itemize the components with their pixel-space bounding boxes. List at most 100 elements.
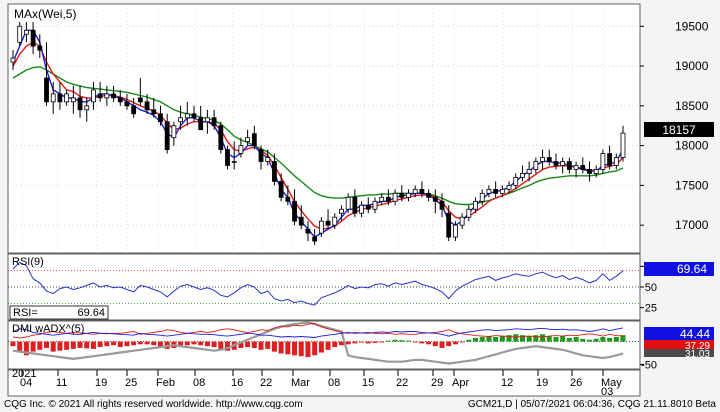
- candle: [526, 161, 532, 182]
- candle: [191, 105, 197, 122]
- candle-body: [446, 212, 452, 238]
- dmi-histogram-bar: [506, 335, 512, 342]
- candle: [318, 217, 324, 238]
- candle-body: [158, 113, 163, 123]
- x-tick-label: 19: [95, 377, 107, 389]
- dmi-last-label-1: 44.44: [680, 327, 710, 341]
- candle-body: [613, 157, 619, 166]
- candle-body: [245, 137, 251, 143]
- candle: [10, 50, 16, 71]
- candle: [198, 105, 204, 131]
- dmi-histogram-bar: [218, 341, 224, 349]
- dmi-histogram-bar: [77, 341, 83, 348]
- dmi-histogram-bar: [191, 341, 197, 345]
- candle-body: [533, 161, 539, 170]
- candle: [479, 189, 485, 206]
- dmi-histogram-bar: [84, 341, 90, 349]
- price-y-tick-label: 18000: [675, 139, 709, 153]
- candle: [399, 185, 405, 202]
- candle: [117, 89, 123, 106]
- candle-body: [117, 97, 123, 103]
- dmi-histogram-bar: [211, 341, 217, 348]
- candle: [137, 77, 143, 106]
- candle-body: [419, 188, 425, 194]
- dmi-histogram-bar: [519, 335, 525, 342]
- candlesticks: [10, 10, 626, 246]
- dmi-histogram-bar: [90, 341, 96, 349]
- candle-body: [553, 161, 559, 166]
- x-tick-label: 22: [396, 377, 408, 389]
- footer-symbol-info: GCM21,D | 05/07/2021 06:04:36, CQG 21.11…: [468, 399, 717, 410]
- candle: [560, 157, 566, 174]
- x-tick-label: 16: [231, 377, 243, 389]
- candle: [359, 201, 364, 218]
- x-tick-label: Apr: [452, 377, 469, 389]
- rsi-title: RSI(9): [12, 256, 44, 268]
- candle: [44, 42, 49, 106]
- candle-body: [513, 177, 519, 186]
- dmi-histogram-bar: [426, 341, 432, 345]
- candle-body: [479, 192, 485, 202]
- dmi-histogram-bar: [439, 341, 445, 348]
- candle-body: [131, 105, 137, 115]
- dmi-histogram-bar: [479, 337, 485, 342]
- candle: [285, 185, 291, 206]
- price-gridlines: [8, 4, 640, 253]
- dmi-panel: -50 DMI wADX^(5) 44.44 37.29 31.03: [7, 320, 714, 371]
- dmi-histogram-bar: [332, 341, 338, 348]
- candle: [540, 149, 545, 170]
- dmi-histogram-bar: [613, 337, 619, 342]
- rsi-y-tick-label: 50: [645, 282, 657, 294]
- candle: [111, 85, 116, 102]
- rsi-series-line: [12, 261, 624, 306]
- candle-body: [204, 117, 210, 123]
- candle-body: [191, 113, 197, 119]
- dmi-histogram-bar: [292, 341, 298, 356]
- candle: [245, 129, 251, 146]
- dmi-histogram-bar: [238, 341, 244, 348]
- candle: [151, 97, 157, 118]
- dmi-histogram-bar: [372, 341, 378, 343]
- candle-body: [10, 57, 16, 63]
- candle-body: [399, 192, 405, 198]
- candle-body: [607, 153, 612, 166]
- dmi-histogram-bar: [459, 341, 465, 343]
- candle: [533, 157, 539, 174]
- dmi-histogram-bar: [17, 341, 23, 351]
- x-tick-label: Mar: [291, 377, 310, 389]
- candle-body: [352, 196, 358, 214]
- candle-body: [144, 101, 150, 111]
- candle-body: [385, 196, 391, 202]
- candle: [77, 85, 83, 118]
- dmi-histogram-bar: [70, 341, 76, 349]
- candle-body: [573, 165, 579, 170]
- candle-body: [164, 121, 170, 150]
- candle-body: [198, 117, 204, 131]
- candle-body: [292, 200, 297, 222]
- candle: [506, 181, 512, 194]
- candle-body: [238, 145, 244, 154]
- price-title: MAx(Wei,5): [14, 7, 76, 21]
- candle-body: [580, 165, 586, 170]
- x-tick-label: 08: [193, 377, 205, 389]
- candle-body: [30, 29, 36, 47]
- candle-body: [57, 93, 63, 103]
- footer-copyright: CQG Inc. © 2021 All rights reserved worl…: [4, 399, 303, 410]
- dmi-histogram-bar: [198, 341, 204, 346]
- candle-body: [620, 132, 626, 158]
- candle-body: [459, 216, 465, 226]
- x-tick-label: 15: [362, 377, 374, 389]
- dmi-histogram-bar: [204, 341, 210, 347]
- candle: [613, 153, 619, 170]
- dmi-last-label-3: 31.03: [685, 349, 710, 360]
- price-y-axis: 17000 17500 18000 18500 19000 19500: [640, 19, 709, 232]
- candle-body: [305, 228, 311, 234]
- dmi-histogram-bar: [566, 337, 572, 342]
- candle: [352, 189, 358, 218]
- price-panel: 17000 17500 18000 18500 19000 19500 MAx(Wei,5…: [7, 3, 714, 254]
- dmi-histogram-bar: [620, 335, 626, 342]
- price-plot-frame: [7, 3, 641, 254]
- candle-body: [379, 196, 385, 202]
- candle: [466, 205, 472, 222]
